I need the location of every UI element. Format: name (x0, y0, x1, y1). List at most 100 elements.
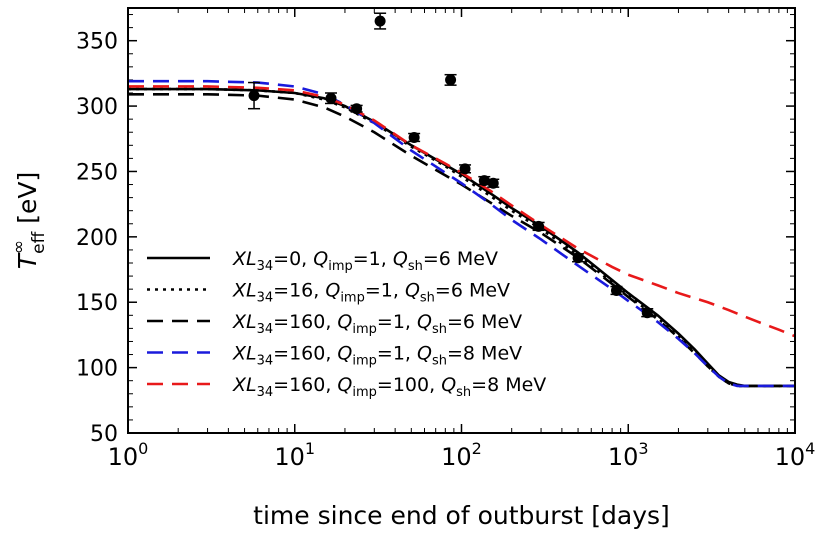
x-axis-label: time since end of outburst [days] (253, 501, 670, 530)
data-marker (459, 163, 471, 175)
y-tick-label: 300 (76, 95, 118, 120)
legend-label-part: Q (393, 248, 408, 270)
legend-label-part: =100, (377, 374, 441, 396)
legend-label-part: =160, (273, 374, 337, 396)
legend-label: XL34=160, Qimp=1, Qsh=6 MeV (232, 311, 522, 337)
legend-label-part: =160, (273, 311, 337, 333)
legend-entry-4: XL34=160, Qimp=1, Qsh=8 MeV (147, 343, 522, 369)
series-line-4 (128, 79, 795, 388)
x-tick-exponent: 3 (638, 439, 648, 458)
legend-label-part: =1, (365, 280, 405, 302)
y-tick-label: 100 (76, 357, 118, 382)
legend-label-part: 34 (257, 385, 274, 400)
series-line-5 (128, 85, 795, 338)
series-line-2 (128, 87, 795, 388)
data-point (478, 175, 491, 187)
y-tick-label: 350 (76, 30, 118, 55)
data-point (350, 103, 363, 115)
data-point (408, 131, 421, 143)
data-marker (572, 252, 584, 264)
legend-label-part: 34 (257, 354, 274, 369)
x-tick-base: 10 (108, 443, 139, 471)
data-point (459, 163, 472, 175)
series-line-1 (128, 87, 795, 388)
legend-label-part: 34 (257, 291, 274, 306)
data-marker (610, 284, 622, 296)
legend-label-part: sh (432, 322, 447, 337)
legend-label-part: Q (417, 343, 432, 365)
x-tick-exponent: 4 (805, 439, 815, 458)
data-marker (248, 90, 260, 102)
observed-points (248, 12, 654, 319)
legend-label-part: Q (417, 311, 432, 333)
legend-label-part: Q (337, 311, 352, 333)
legend-label-part: XL (232, 343, 257, 365)
legend-label-part: =8 MeV (471, 374, 546, 396)
legend-label-part: =160, (273, 343, 337, 365)
series-line-3 (128, 93, 795, 388)
x-tick-label: 100 (108, 439, 149, 471)
data-point (325, 92, 338, 105)
x-tick-base: 10 (608, 443, 639, 471)
legend-label: XL34=16, Qimp=1, Qsh=6 MeV (232, 280, 510, 306)
y-tick-label: 200 (76, 226, 118, 251)
legend-label-part: =6 MeV (447, 311, 522, 333)
data-point (641, 307, 654, 319)
y-tick-label: 250 (76, 160, 118, 185)
x-tick-label: 102 (441, 439, 482, 471)
legend-label-part: =0, (273, 248, 313, 270)
series-lines (128, 79, 795, 388)
legend-label-part: sh (420, 291, 435, 306)
legend-label-part: sh (408, 259, 423, 274)
legend-label-part: =1, (377, 311, 417, 333)
legend-label-part: sh (432, 354, 447, 369)
data-point (532, 220, 545, 232)
legend-label-part: Q (325, 280, 340, 302)
x-tick-base: 10 (775, 443, 806, 471)
legend-label-part: imp (352, 385, 377, 400)
legend-label-part: imp (352, 322, 377, 337)
legend-label-part: XL (232, 374, 257, 396)
legend-label-part: Q (313, 248, 328, 270)
legend-label-part: imp (328, 259, 353, 274)
data-marker (351, 103, 363, 115)
legend-label-part: 34 (257, 259, 274, 274)
x-tick-label: 104 (775, 439, 816, 471)
x-tick-base: 10 (441, 443, 472, 471)
legend-label-part: Q (337, 343, 352, 365)
legend-label-part: sh (456, 385, 471, 400)
legend-label-part: =6 MeV (423, 248, 498, 270)
legend-label-part: imp (340, 291, 365, 306)
legend-label-part: =16, (273, 280, 325, 302)
x-tick-label: 101 (274, 439, 315, 471)
legend-label-part: XL (232, 280, 257, 302)
legend-label: XL34=160, Qimp=1, Qsh=8 MeV (232, 343, 522, 369)
legend-label-part: =1, (353, 248, 393, 270)
legend-entry-2: XL34=16, Qimp=1, Qsh=6 MeV (147, 280, 510, 306)
data-point (610, 284, 623, 296)
y-label-unit: [eV] (13, 172, 42, 232)
legend-entry-3: XL34=160, Qimp=1, Qsh=6 MeV (147, 311, 522, 337)
data-marker (408, 131, 420, 143)
legend-label: XL34=0, Qimp=1, Qsh=6 MeV (232, 248, 498, 274)
legend-label-part: XL (232, 311, 257, 333)
legend-label-part: Q (441, 374, 456, 396)
legend-label-part: imp (352, 354, 377, 369)
legend-label-part: Q (337, 374, 352, 396)
x-tick-exponent: 0 (138, 439, 148, 458)
data-marker (487, 177, 499, 189)
data-marker (533, 220, 545, 232)
legend-label-part: =6 MeV (435, 280, 510, 302)
data-marker (641, 307, 653, 319)
data-marker (445, 74, 457, 86)
legend-label: XL34=160, Qimp=100, Qsh=8 MeV (232, 374, 546, 400)
legend-label-part: XL (232, 248, 257, 270)
legend-label-part: 34 (257, 322, 274, 337)
legend-entry-5: XL34=160, Qimp=100, Qsh=8 MeV (147, 374, 546, 400)
legend-label-part: Q (405, 280, 420, 302)
data-point (487, 177, 500, 189)
plot-frame (127, 7, 796, 434)
